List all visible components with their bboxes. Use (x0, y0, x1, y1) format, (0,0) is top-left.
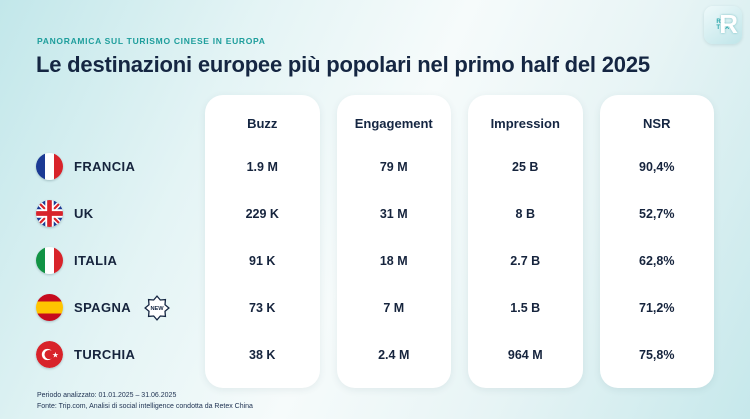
value-cell: 1.5 B (510, 300, 541, 315)
country-label: TURCHIA (74, 347, 136, 362)
value-cell: 2.4 M (378, 347, 410, 362)
country-label: SPAGNA (74, 300, 132, 315)
country-row-francia: FRANCIA (36, 143, 188, 190)
value-cell: 25 B (512, 159, 539, 174)
countries-column-spacer (36, 103, 188, 143)
value-cell: 52,7% (639, 206, 675, 221)
country-label: UK (74, 206, 94, 221)
data-table: FRANCIA UK (36, 95, 714, 388)
value-cell: 79 M (379, 159, 408, 174)
value-cell: 8 B (515, 206, 535, 221)
value-cell: 229 K (245, 206, 279, 221)
value-cell: 18 M (379, 253, 408, 268)
countries-column: FRANCIA UK (36, 95, 188, 388)
column-header: NSR (643, 115, 671, 131)
column-nsr: NSR 90,4% 52,7% 62,8% 71,2% 75,8% (599, 95, 714, 388)
value-cell: 75,8% (639, 347, 675, 362)
uk-flag-icon (36, 200, 63, 227)
country-row-turchia: ★ TURCHIA (36, 331, 188, 378)
retex-logo: R RE TEX (704, 6, 742, 44)
retex-logo-text-line2: TEX (716, 25, 730, 31)
column-engagement: Engagement 79 M 31 M 18 M 7 M 2.4 M (336, 95, 451, 388)
value-cell: 73 K (249, 300, 276, 315)
value-cell: 91 K (249, 253, 276, 268)
column-header: Buzz (247, 115, 278, 131)
retex-logo-text-line1: RE (716, 19, 726, 25)
spain-flag-icon (36, 294, 63, 321)
value-cell: 62,8% (639, 253, 675, 268)
country-label: FRANCIA (74, 159, 136, 174)
new-badge: NEW (144, 294, 170, 321)
value-cell: 38 K (249, 347, 276, 362)
country-row-spagna: SPAGNA NEW (36, 284, 188, 331)
country-label: ITALIA (74, 253, 118, 268)
country-row-uk: UK (36, 190, 188, 237)
value-cell: 90,4% (639, 159, 675, 174)
new-badge-label: NEW (151, 306, 165, 312)
column-impression: Impression 25 B 8 B 2.7 B 1.5 B 964 M (468, 95, 583, 388)
value-cell: 7 M (383, 300, 405, 315)
retex-logo-letter: R (719, 9, 738, 39)
value-cell: 1.9 M (246, 159, 278, 174)
column-buzz: Buzz 1.9 M 229 K 91 K 73 K 38 K (205, 95, 320, 388)
column-header: Impression (490, 115, 560, 131)
france-flag-icon (36, 153, 63, 180)
value-cell: 964 M (507, 347, 543, 362)
value-cell: 31 M (379, 206, 408, 221)
footer-period: Periodo analizzato: 01.01.2025 – 31.06.2… (37, 391, 177, 399)
footer: Periodo analizzato: 01.01.2025 – 31.06.2… (37, 390, 253, 412)
footer-source: Fonte: Trip.com, Analisi di social intel… (37, 402, 253, 410)
turkey-flag-icon: ★ (36, 341, 63, 368)
italy-flag-icon (36, 247, 63, 274)
country-row-italia: ITALIA (36, 237, 188, 284)
eyebrow: PANORAMICA SUL TURISMO CINESE IN EUROPA (37, 36, 266, 46)
value-cell: 71,2% (639, 300, 675, 315)
page-title: Le destinazioni europee più popolari nel… (36, 52, 650, 77)
svg-text:★: ★ (52, 350, 59, 359)
column-header: Engagement (354, 115, 433, 131)
value-cell: 2.7 B (510, 253, 541, 268)
